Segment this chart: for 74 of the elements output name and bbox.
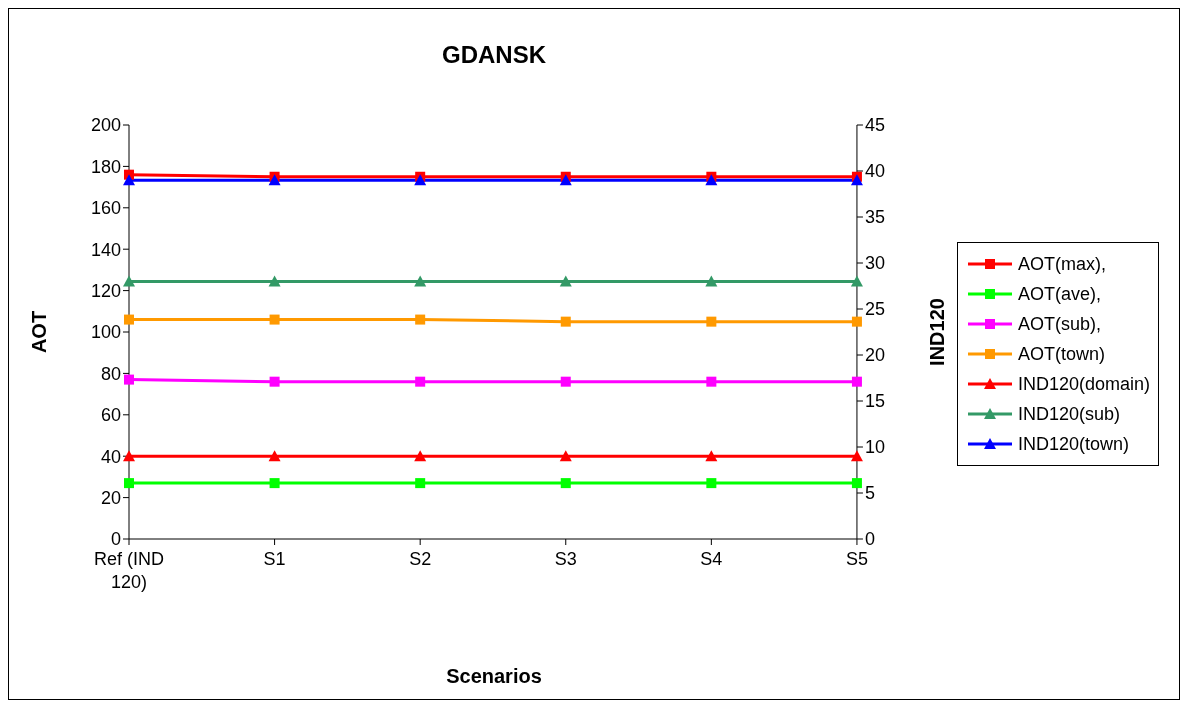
point	[706, 316, 717, 327]
y-tick-label: 120	[90, 280, 121, 301]
point	[415, 376, 426, 387]
point	[268, 174, 281, 186]
y2-tick-label: 20	[864, 345, 885, 366]
y2-tick-label: 45	[864, 115, 885, 136]
point	[124, 478, 134, 489]
point	[851, 478, 862, 489]
point	[705, 275, 718, 287]
point	[560, 316, 571, 327]
legend-label: IND120(domain)	[1017, 373, 1150, 395]
point	[414, 450, 427, 462]
y2-tick-label: 10	[864, 437, 885, 458]
y-tick-label: 180	[90, 156, 121, 177]
x-tick-label: Ref (IND 120)	[93, 549, 165, 592]
point	[706, 478, 717, 489]
point	[850, 174, 863, 186]
legend-label: IND120(sub)	[1017, 403, 1120, 425]
y2-tick-label: 0	[864, 529, 875, 550]
point	[123, 450, 135, 462]
legend-label: AOT(max),	[1017, 253, 1106, 275]
y2-tick-label: 40	[864, 161, 885, 182]
x-tick-label: S2	[409, 549, 432, 569]
point	[706, 376, 717, 387]
x-tick-label: S4	[700, 549, 723, 569]
y2-tick-label: 35	[864, 207, 885, 228]
legend-label: AOT(sub),	[1017, 313, 1101, 335]
point	[559, 174, 572, 186]
y-tick-label: 80	[100, 363, 121, 384]
legend-label: IND120(town)	[1017, 433, 1129, 455]
point	[851, 316, 862, 327]
point	[123, 275, 135, 287]
y-tick-label: 20	[100, 487, 121, 508]
point	[560, 478, 571, 489]
point	[269, 376, 280, 387]
x-tick-label: S3	[554, 549, 577, 569]
y-tick-label: 160	[90, 198, 121, 219]
point	[559, 450, 572, 462]
x-tick-label: S1	[263, 549, 286, 569]
chart-title: GDANSK	[441, 41, 547, 69]
y-tick-label: 200	[90, 115, 121, 136]
point	[415, 478, 426, 489]
point	[850, 450, 863, 462]
point	[414, 275, 427, 287]
point	[559, 275, 572, 287]
y-tick-label: 100	[90, 322, 121, 343]
point	[705, 450, 718, 462]
point	[124, 314, 134, 325]
y-tick-label: 40	[100, 446, 121, 467]
y2-tick-label: 25	[864, 299, 885, 320]
point	[850, 275, 863, 287]
legend-label: AOT(ave),	[1017, 283, 1101, 305]
x-axis-title: Scenarios	[445, 665, 543, 688]
point	[269, 478, 280, 489]
point	[414, 174, 427, 186]
y-tick-label: 60	[100, 405, 121, 426]
y-axis-title: AOT	[28, 310, 51, 354]
point	[268, 450, 281, 462]
point	[124, 374, 134, 385]
point	[705, 174, 718, 186]
y-tick-label: 0	[110, 529, 121, 550]
y-tick-label: 140	[90, 239, 121, 260]
point	[415, 314, 426, 325]
point	[123, 174, 135, 186]
point	[268, 275, 281, 287]
y2-tick-label: 15	[864, 391, 885, 412]
point	[560, 376, 571, 387]
point	[851, 376, 862, 387]
y2-tick-label: 5	[864, 483, 875, 504]
y2-tick-label: 30	[864, 253, 885, 274]
x-tick-label: S5	[845, 549, 868, 569]
point	[269, 314, 280, 325]
legend-label: AOT(town)	[1017, 343, 1105, 365]
y2-axis-title: IND120	[926, 298, 949, 366]
